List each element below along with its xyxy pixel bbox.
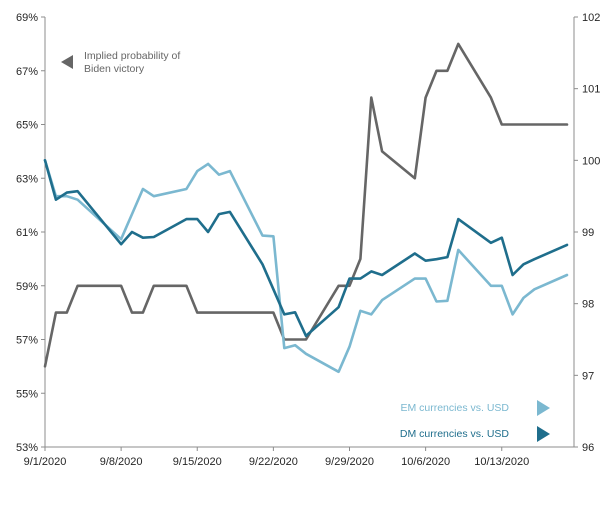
x-tick-label: 9/1/2020: [24, 456, 67, 468]
y-right-tick-label: 96: [582, 442, 594, 454]
y-right-tick-label: 101: [582, 84, 600, 96]
y-left-tick-label: 59%: [16, 281, 38, 293]
y-right-tick-label: 97: [582, 370, 594, 382]
em-marker-icon: [537, 400, 550, 416]
annotation-dm-label: DM currencies vs. USD: [400, 428, 510, 440]
y-left-tick-label: 67%: [16, 66, 38, 78]
dm-marker-icon: [537, 426, 550, 442]
x-tick-label: 9/22/2020: [249, 456, 298, 468]
biden-probability-marker-icon: [61, 55, 73, 69]
axes-layer: 53% 55% 57% 59% 61% 63% 65% 67% 69% 96 97 98 99 100 10…: [16, 12, 600, 468]
y-right-tick-label: 100: [582, 155, 600, 167]
annotation-biden-line2: Biden victory: [84, 63, 145, 75]
y-right-tick-label: 99: [582, 227, 594, 239]
x-tick-label: 10/6/2020: [401, 456, 450, 468]
series-layer: [43, 42, 569, 374]
series-line-1: [43, 159, 569, 374]
series-line-2: [43, 159, 569, 338]
x-tick-label: 9/15/2020: [173, 456, 222, 468]
y-left-tick-label: 69%: [16, 12, 38, 24]
series-line-0: [43, 42, 569, 368]
x-tick-label: 9/8/2020: [100, 456, 143, 468]
y-left-tick-label: 57%: [16, 335, 38, 347]
annotation-biden-line1: Implied probability of: [84, 50, 180, 62]
y-left-tick-label: 63%: [16, 173, 38, 185]
y-right-tick-label: 98: [582, 299, 594, 311]
y-left-tick-label: 53%: [16, 442, 38, 454]
y-left-tick-label: 65%: [16, 120, 38, 132]
x-tick-label: 10/13/2020: [474, 456, 529, 468]
y-left-tick-label: 55%: [16, 388, 38, 400]
x-tick-label: 9/29/2020: [325, 456, 374, 468]
annotation-em-label: EM currencies vs. USD: [400, 402, 509, 414]
y-left-tick-label: 61%: [16, 227, 38, 239]
y-right-tick-label: 102: [582, 12, 600, 24]
